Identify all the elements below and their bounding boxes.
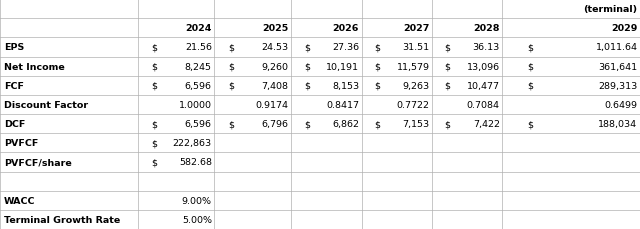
Text: 2028: 2028: [474, 24, 500, 33]
Text: 0.9174: 0.9174: [255, 101, 289, 109]
Text: 6,596: 6,596: [185, 81, 212, 90]
Text: 6,596: 6,596: [185, 120, 212, 128]
Text: PVFCF/share: PVFCF/share: [4, 158, 72, 167]
Text: $: $: [228, 43, 234, 52]
Text: Discount Factor: Discount Factor: [4, 101, 88, 109]
Text: $: $: [527, 120, 533, 128]
Text: 10,191: 10,191: [326, 62, 359, 71]
Text: 9,263: 9,263: [403, 81, 429, 90]
Text: 6,862: 6,862: [332, 120, 359, 128]
Text: $: $: [152, 158, 157, 167]
Text: 8,153: 8,153: [332, 81, 359, 90]
Text: PVFCF: PVFCF: [4, 139, 38, 148]
Text: $: $: [445, 81, 451, 90]
Text: $: $: [374, 43, 380, 52]
Text: Net Income: Net Income: [4, 62, 65, 71]
Text: $: $: [152, 81, 157, 90]
Text: $: $: [152, 62, 157, 71]
Text: 1,011.64: 1,011.64: [595, 43, 637, 52]
Text: FCF: FCF: [4, 81, 24, 90]
Text: 2026: 2026: [333, 24, 359, 33]
Text: $: $: [228, 62, 234, 71]
Text: $: $: [374, 62, 380, 71]
Text: WACC: WACC: [4, 196, 35, 205]
Text: 36.13: 36.13: [472, 43, 500, 52]
Text: DCF: DCF: [4, 120, 25, 128]
Text: $: $: [304, 120, 310, 128]
Text: $: $: [527, 62, 533, 71]
Text: 2025: 2025: [262, 24, 289, 33]
Text: 11,579: 11,579: [396, 62, 429, 71]
Text: (terminal): (terminal): [583, 5, 637, 14]
Text: 222,863: 222,863: [173, 139, 212, 148]
Text: 289,313: 289,313: [598, 81, 637, 90]
Text: 7,408: 7,408: [262, 81, 289, 90]
Text: $: $: [374, 120, 380, 128]
Text: 0.8417: 0.8417: [326, 101, 359, 109]
Text: 9,260: 9,260: [262, 62, 289, 71]
Text: $: $: [152, 120, 157, 128]
Text: 2029: 2029: [611, 24, 637, 33]
Text: 7,153: 7,153: [403, 120, 429, 128]
Text: $: $: [152, 43, 157, 52]
Text: 2024: 2024: [186, 24, 212, 33]
Text: $: $: [228, 81, 234, 90]
Text: $: $: [527, 81, 533, 90]
Text: 6,796: 6,796: [262, 120, 289, 128]
Text: $: $: [304, 81, 310, 90]
Text: 0.7722: 0.7722: [396, 101, 429, 109]
Text: $: $: [304, 62, 310, 71]
Text: Terminal Growth Rate: Terminal Growth Rate: [4, 215, 120, 224]
Text: 24.53: 24.53: [262, 43, 289, 52]
Text: 21.56: 21.56: [185, 43, 212, 52]
Text: EPS: EPS: [4, 43, 24, 52]
Text: 9.00%: 9.00%: [182, 196, 212, 205]
Text: $: $: [445, 120, 451, 128]
Text: $: $: [152, 139, 157, 148]
Text: $: $: [445, 43, 451, 52]
Text: 582.68: 582.68: [179, 158, 212, 167]
Text: 13,096: 13,096: [467, 62, 500, 71]
Text: 188,034: 188,034: [598, 120, 637, 128]
Text: $: $: [445, 62, 451, 71]
Text: 2027: 2027: [403, 24, 429, 33]
Text: 0.7084: 0.7084: [467, 101, 500, 109]
Text: 361,641: 361,641: [598, 62, 637, 71]
Text: 0.6499: 0.6499: [604, 101, 637, 109]
Text: 31.51: 31.51: [403, 43, 429, 52]
Text: 1.0000: 1.0000: [179, 101, 212, 109]
Text: $: $: [527, 43, 533, 52]
Text: $: $: [304, 43, 310, 52]
Text: 8,245: 8,245: [185, 62, 212, 71]
Text: $: $: [374, 81, 380, 90]
Text: $: $: [228, 120, 234, 128]
Text: 5.00%: 5.00%: [182, 215, 212, 224]
Text: 27.36: 27.36: [332, 43, 359, 52]
Text: 10,477: 10,477: [467, 81, 500, 90]
Text: 7,422: 7,422: [473, 120, 500, 128]
